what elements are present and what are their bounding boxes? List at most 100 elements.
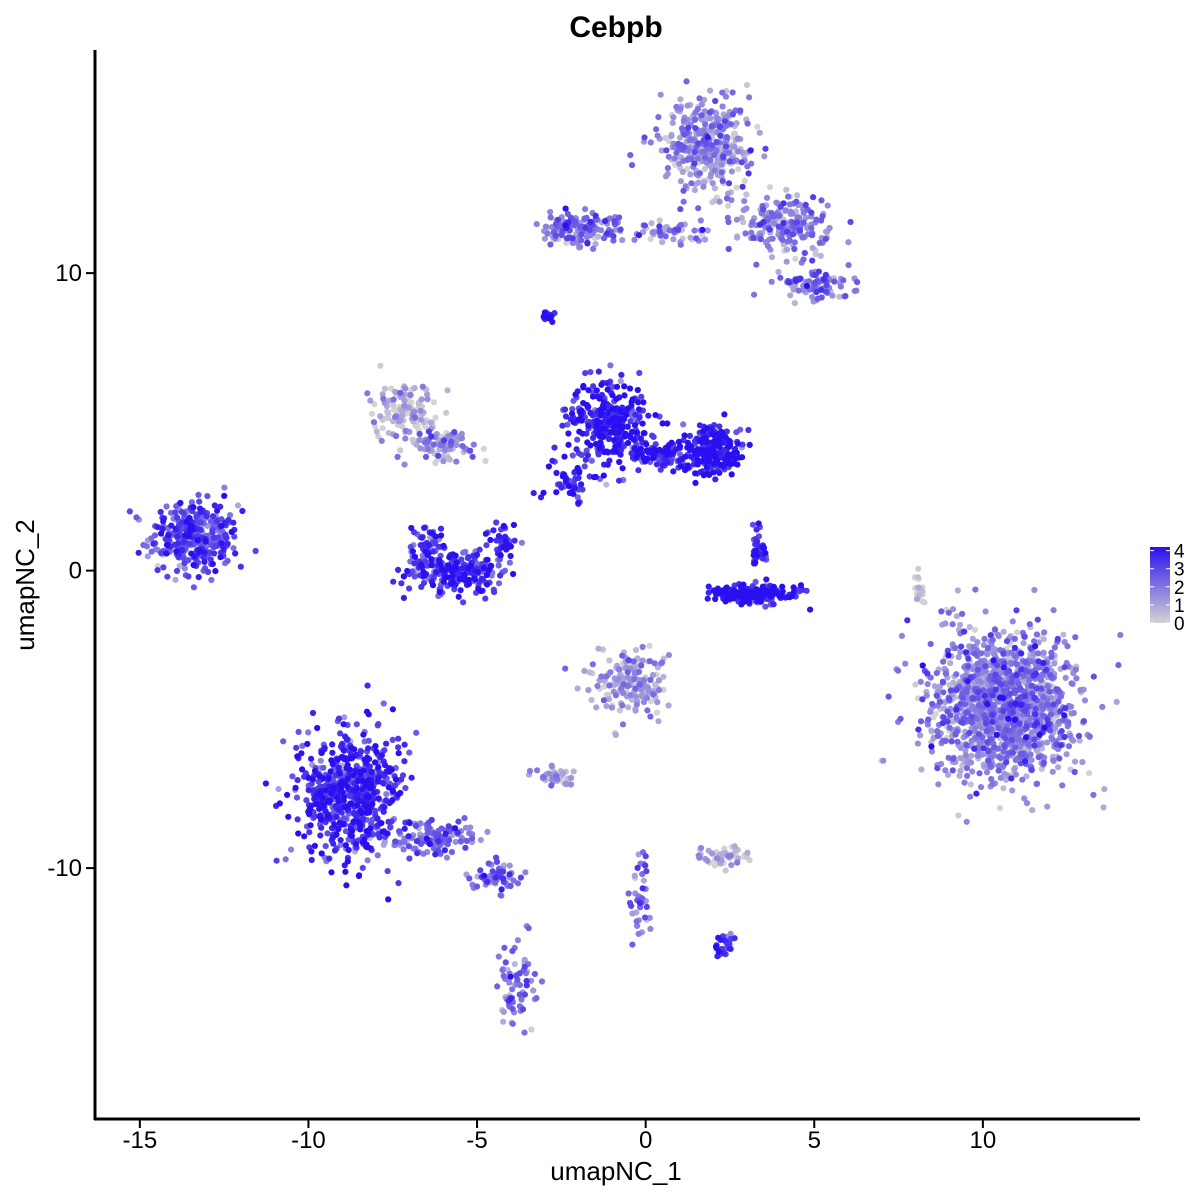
data-point xyxy=(400,573,407,580)
data-point xyxy=(573,446,580,453)
data-point xyxy=(509,948,516,955)
data-point xyxy=(974,639,981,646)
data-point xyxy=(912,681,919,688)
data-point xyxy=(641,222,649,229)
data-point xyxy=(371,789,378,796)
data-point xyxy=(595,233,602,240)
data-point xyxy=(716,423,723,430)
data-point xyxy=(1006,690,1014,698)
data-point xyxy=(428,816,435,824)
data-point xyxy=(731,935,738,942)
data-point xyxy=(148,548,155,555)
data-point xyxy=(659,659,666,666)
data-point xyxy=(514,880,522,887)
data-point xyxy=(1034,616,1041,623)
data-point xyxy=(202,538,209,545)
data-point xyxy=(565,430,572,437)
data-point xyxy=(671,155,678,162)
data-point xyxy=(1021,758,1029,765)
data-point xyxy=(174,533,181,540)
data-point xyxy=(204,568,212,576)
data-point xyxy=(1023,773,1030,780)
data-point xyxy=(307,805,314,813)
data-point xyxy=(925,716,932,723)
data-point xyxy=(784,246,791,253)
data-point xyxy=(172,525,179,533)
data-point xyxy=(580,400,587,407)
data-point xyxy=(610,237,617,244)
data-point xyxy=(340,747,347,754)
data-point xyxy=(973,790,980,797)
data-point xyxy=(626,385,634,392)
data-point xyxy=(151,532,159,539)
data-point xyxy=(547,208,554,216)
data-point xyxy=(953,714,960,721)
data-point xyxy=(950,679,957,686)
data-point xyxy=(686,137,694,144)
data-point xyxy=(1060,716,1067,724)
data-point xyxy=(364,390,371,397)
data-point xyxy=(590,245,597,252)
data-point xyxy=(384,830,391,837)
data-point xyxy=(898,632,906,640)
data-point xyxy=(423,835,430,842)
data-point xyxy=(372,743,379,750)
data-point xyxy=(1031,736,1038,743)
data-point xyxy=(675,226,682,233)
data-point xyxy=(1044,683,1051,690)
data-point xyxy=(592,241,599,248)
data-point xyxy=(562,665,569,672)
data-point xyxy=(408,524,415,532)
data-point xyxy=(636,899,644,907)
data-point xyxy=(655,114,662,121)
data-point xyxy=(677,178,685,185)
data-point xyxy=(554,216,562,223)
data-point xyxy=(716,469,723,476)
data-point xyxy=(824,202,831,209)
data-point xyxy=(379,425,386,432)
data-point xyxy=(282,856,289,863)
data-point xyxy=(379,828,386,835)
data-point xyxy=(1057,742,1064,749)
data-point xyxy=(765,215,772,222)
data-point xyxy=(519,1006,527,1013)
data-point xyxy=(942,737,949,745)
data-point xyxy=(984,644,992,652)
data-point xyxy=(392,413,399,421)
data-point xyxy=(919,598,926,605)
data-point xyxy=(1040,636,1047,643)
data-point xyxy=(944,708,951,715)
data-point xyxy=(717,449,724,456)
data-point xyxy=(763,576,770,583)
data-point xyxy=(639,692,646,699)
data-point xyxy=(983,728,991,735)
data-point xyxy=(700,137,707,144)
data-point xyxy=(534,767,541,774)
data-point xyxy=(1052,725,1059,732)
data-point xyxy=(993,662,1001,669)
data-point xyxy=(416,437,423,444)
data-point xyxy=(399,412,406,419)
data-point xyxy=(664,459,671,466)
data-point xyxy=(686,432,694,439)
data-point xyxy=(632,646,640,654)
data-point xyxy=(760,206,767,213)
data-point xyxy=(480,445,487,452)
data-point xyxy=(957,700,964,707)
data-point xyxy=(1011,687,1018,694)
data-point xyxy=(411,553,419,561)
data-point xyxy=(722,867,729,874)
data-point xyxy=(1079,759,1086,766)
data-point xyxy=(1086,770,1093,777)
data-point xyxy=(154,567,161,574)
data-point xyxy=(669,119,676,126)
data-point xyxy=(1044,739,1051,746)
data-point xyxy=(811,279,819,286)
data-point xyxy=(987,632,994,639)
data-point xyxy=(1062,705,1069,712)
data-point xyxy=(329,749,336,756)
data-point xyxy=(775,223,782,230)
data-point xyxy=(212,542,220,550)
data-point xyxy=(369,831,377,838)
data-point xyxy=(697,217,704,224)
